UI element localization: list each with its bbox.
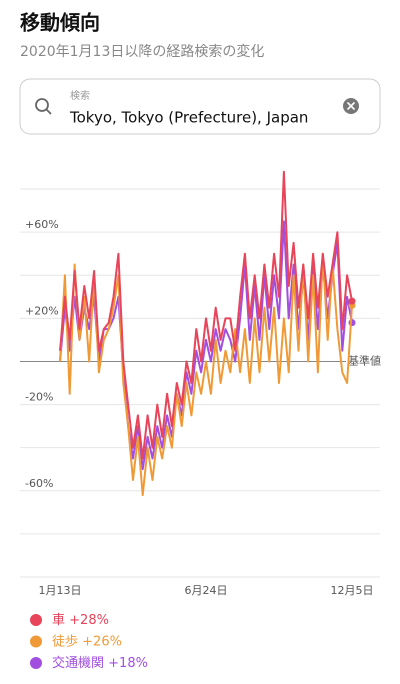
legend-change: +28% <box>69 613 109 628</box>
legend-change: +26% <box>82 634 122 649</box>
search-icon <box>35 98 49 112</box>
search-field[interactable] <box>19 78 381 135</box>
y-tick-label: +60% <box>25 218 59 231</box>
end-dot <box>348 297 356 305</box>
legend-dot <box>30 614 42 626</box>
clear-icon <box>346 101 356 111</box>
baseline-label: 基準値 <box>348 353 381 367</box>
x-tick-label: 1月13日 <box>39 584 82 597</box>
x-tick-label: 6月24日 <box>185 584 228 597</box>
x-tick-label: 12月5日 <box>331 584 374 597</box>
legend-name: 車 <box>52 613 65 628</box>
legend-entry: 車 +28% <box>52 613 109 628</box>
title: 移動傾向 <box>20 11 100 35</box>
legend-entry: 徒歩 +26% <box>52 634 122 649</box>
series-line <box>59 170 353 460</box>
legend-change: +18% <box>108 656 148 671</box>
legend-name: 交通機関 <box>52 655 104 671</box>
legend-dot <box>30 657 42 669</box>
y-tick-label: -60% <box>25 477 53 490</box>
y-tick-label: -20% <box>25 391 53 404</box>
subtitle: 2020年1月13日以降の経路検索の変化 <box>20 43 264 60</box>
legend-entry: 交通機関 +18% <box>52 655 148 671</box>
search-icon-handle <box>45 108 52 115</box>
series-line <box>59 252 353 497</box>
legend-name: 徒歩 <box>52 634 78 649</box>
y-tick-label: +20% <box>25 304 59 317</box>
legend-dot <box>30 635 42 648</box>
search-label: 検索 <box>70 89 90 102</box>
search-value[interactable]: Tokyo, Tokyo (Prefecture), Japan <box>69 109 308 127</box>
search-box[interactable]: 検索 Tokyo, Tokyo (Prefecture), Japan <box>19 78 381 135</box>
